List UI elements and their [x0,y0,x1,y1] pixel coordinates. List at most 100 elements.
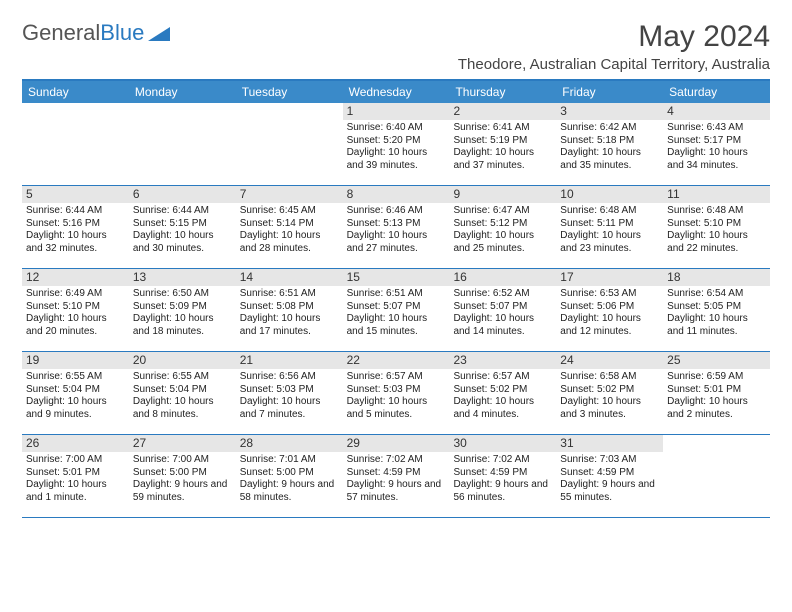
daylight-line: Daylight: 10 hours and 20 minutes. [26,313,125,338]
daylight-line: Daylight: 10 hours and 39 minutes. [347,147,446,172]
logo-text-2: Blue [100,20,144,46]
daylight-line: Daylight: 10 hours and 37 minutes. [453,147,552,172]
daylight-line: Daylight: 9 hours and 59 minutes. [133,479,232,504]
day-cell: 28Sunrise: 7:01 AMSunset: 5:00 PMDayligh… [236,435,343,517]
daylight-line: Daylight: 10 hours and 7 minutes. [240,396,339,421]
sunset-line: Sunset: 5:08 PM [240,301,339,314]
daylight-line: Daylight: 10 hours and 27 minutes. [347,230,446,255]
sunrise-line: Sunrise: 6:58 AM [560,371,659,384]
day-cell: 12Sunrise: 6:49 AMSunset: 5:10 PMDayligh… [22,269,129,351]
day-cell: 23Sunrise: 6:57 AMSunset: 5:02 PMDayligh… [449,352,556,434]
daylight-line: Daylight: 9 hours and 57 minutes. [347,479,446,504]
sunrise-line: Sunrise: 6:48 AM [667,205,766,218]
day-cell [129,103,236,185]
day-number: 21 [236,352,343,369]
day-cell: 30Sunrise: 7:02 AMSunset: 4:59 PMDayligh… [449,435,556,517]
day-cell: 21 Sunrise: 6:56 AMSunset: 5:03 PMDayligh… [236,352,343,434]
sunrise-line: Sunrise: 7:02 AM [347,454,446,467]
sunrise-line: Sunrise: 6:56 AM [240,371,339,384]
sunset-line: Sunset: 5:10 PM [667,218,766,231]
sunset-line: Sunset: 4:59 PM [347,467,446,480]
daylight-line: Daylight: 10 hours and 32 minutes. [26,230,125,255]
sunrise-line: Sunrise: 6:41 AM [453,122,552,135]
sunrise-line: Sunrise: 6:59 AM [667,371,766,384]
day-number: 24 [556,352,663,369]
sunset-line: Sunset: 5:17 PM [667,135,766,148]
day-cell: 31Sunrise: 7:03 AMSunset: 4:59 PMDayligh… [556,435,663,517]
day-cell: 7 Sunrise: 6:45 AMSunset: 5:14 PMDaylight… [236,186,343,268]
daylight-line: Daylight: 10 hours and 5 minutes. [347,396,446,421]
day-number: 14 [236,269,343,286]
sunset-line: Sunset: 5:19 PM [453,135,552,148]
daylight-line: Daylight: 10 hours and 2 minutes. [667,396,766,421]
sunset-line: Sunset: 5:04 PM [26,384,125,397]
day-number: 15 [343,269,450,286]
sunset-line: Sunset: 5:03 PM [240,384,339,397]
sunrise-line: Sunrise: 6:57 AM [453,371,552,384]
sunset-line: Sunset: 5:14 PM [240,218,339,231]
daylight-line: Daylight: 10 hours and 1 minute. [26,479,125,504]
day-number: 23 [449,352,556,369]
sunset-line: Sunset: 5:07 PM [347,301,446,314]
day-cell: 4Sunrise: 6:43 AMSunset: 5:17 PMDaylight… [663,103,770,185]
day-cell: 10Sunrise: 6:48 AMSunset: 5:11 PMDayligh… [556,186,663,268]
sunrise-line: Sunrise: 6:43 AM [667,122,766,135]
daylight-line: Daylight: 10 hours and 12 minutes. [560,313,659,338]
day-cell: 9Sunrise: 6:47 AMSunset: 5:12 PMDaylight… [449,186,556,268]
sunset-line: Sunset: 5:20 PM [347,135,446,148]
weekday-header: Saturday [663,81,770,103]
sunrise-line: Sunrise: 6:44 AM [26,205,125,218]
sunset-line: Sunset: 5:09 PM [133,301,232,314]
day-number: 17 [556,269,663,286]
sunset-line: Sunset: 5:10 PM [26,301,125,314]
sunrise-line: Sunrise: 6:49 AM [26,288,125,301]
sunrise-line: Sunrise: 6:54 AM [667,288,766,301]
day-number: 7 [236,186,343,203]
day-cell: 15Sunrise: 6:51 AMSunset: 5:07 PMDayligh… [343,269,450,351]
day-number: 22 [343,352,450,369]
sunset-line: Sunset: 4:59 PM [560,467,659,480]
sunset-line: Sunset: 5:03 PM [347,384,446,397]
sunrise-line: Sunrise: 6:48 AM [560,205,659,218]
day-number: 26 [22,435,129,452]
sunset-line: Sunset: 5:06 PM [560,301,659,314]
day-number: 10 [556,186,663,203]
sunrise-line: Sunrise: 6:53 AM [560,288,659,301]
daylight-line: Daylight: 10 hours and 17 minutes. [240,313,339,338]
daylight-line: Daylight: 10 hours and 11 minutes. [667,313,766,338]
day-number: 16 [449,269,556,286]
day-number: 19 [22,352,129,369]
sunrise-line: Sunrise: 6:51 AM [240,288,339,301]
sunrise-line: Sunrise: 6:40 AM [347,122,446,135]
weekday-header: Monday [129,81,236,103]
daylight-line: Daylight: 9 hours and 58 minutes. [240,479,339,504]
calendar-page: GeneralBlue May 2024 Theodore, Australia… [0,0,792,538]
sunset-line: Sunset: 5:07 PM [453,301,552,314]
daylight-line: Daylight: 10 hours and 14 minutes. [453,313,552,338]
sunset-line: Sunset: 5:18 PM [560,135,659,148]
day-cell: 13Sunrise: 6:50 AMSunset: 5:09 PMDayligh… [129,269,236,351]
week-row: 1Sunrise: 6:40 AMSunset: 5:20 PMDaylight… [22,103,770,186]
sunset-line: Sunset: 5:01 PM [667,384,766,397]
day-cell: 2Sunrise: 6:41 AMSunset: 5:19 PMDaylight… [449,103,556,185]
day-number: 13 [129,269,236,286]
day-number: 30 [449,435,556,452]
day-cell: 29Sunrise: 7:02 AMSunset: 4:59 PMDayligh… [343,435,450,517]
sunset-line: Sunset: 5:04 PM [133,384,232,397]
week-row: 19Sunrise: 6:55 AMSunset: 5:04 PMDayligh… [22,352,770,435]
daylight-line: Daylight: 10 hours and 25 minutes. [453,230,552,255]
day-number: 25 [663,352,770,369]
sunrise-line: Sunrise: 6:47 AM [453,205,552,218]
sunset-line: Sunset: 5:05 PM [667,301,766,314]
sunrise-line: Sunrise: 6:45 AM [240,205,339,218]
day-cell: 5Sunrise: 6:44 AMSunset: 5:16 PMDaylight… [22,186,129,268]
day-number: 27 [129,435,236,452]
day-number: 9 [449,186,556,203]
daylight-line: Daylight: 10 hours and 28 minutes. [240,230,339,255]
day-cell: 19Sunrise: 6:55 AMSunset: 5:04 PMDayligh… [22,352,129,434]
sunrise-line: Sunrise: 6:52 AM [453,288,552,301]
day-number: 4 [663,103,770,120]
daylight-line: Daylight: 10 hours and 35 minutes. [560,147,659,172]
weekday-header-row: SundayMondayTuesdayWednesdayThursdayFrid… [22,81,770,103]
logo: GeneralBlue [22,20,170,46]
